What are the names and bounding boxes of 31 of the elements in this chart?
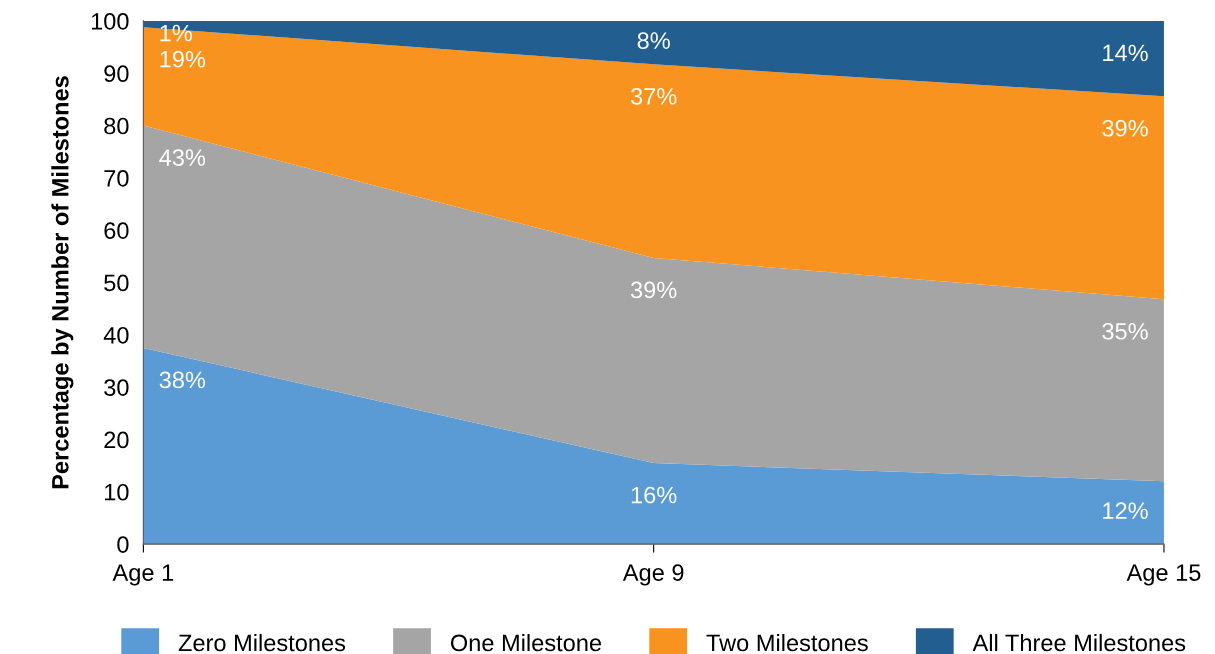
data-label: 43% bbox=[159, 149, 206, 166]
y-tick-label: 50 bbox=[104, 274, 129, 292]
y-tick-label: 0 bbox=[117, 536, 129, 553]
legend-label: One Milestone bbox=[450, 633, 602, 652]
legend-label: Zero Milestones bbox=[178, 633, 346, 652]
x-tick-label: Age 9 bbox=[622, 564, 684, 586]
y-tick-label: 70 bbox=[104, 169, 129, 187]
data-label: 16% bbox=[631, 486, 677, 504]
data-label: 37% bbox=[630, 87, 677, 105]
x-tick-label: Age 15 bbox=[1126, 564, 1201, 586]
y-tick-label: 10 bbox=[105, 483, 129, 501]
y-tick-label: 90 bbox=[104, 65, 129, 83]
data-label: 12% bbox=[1103, 502, 1148, 519]
y-tick-label: 60 bbox=[104, 222, 129, 239]
data-label: 14% bbox=[1103, 44, 1148, 62]
y-tick-label: 20 bbox=[104, 431, 129, 449]
y-tick-label: 30 bbox=[104, 379, 129, 396]
y-axis-title: Percentage by Number of Milestones bbox=[51, 76, 74, 489]
data-label: 35% bbox=[1102, 322, 1148, 340]
data-label: 39% bbox=[1102, 119, 1148, 137]
y-tick-label: 100 bbox=[91, 13, 129, 30]
data-label: 19% bbox=[160, 50, 206, 68]
data-label: 1% bbox=[160, 24, 192, 42]
y-tick-label: 40 bbox=[103, 326, 129, 344]
legend-label: Two Milestones bbox=[706, 633, 868, 652]
data-label: 39% bbox=[630, 281, 677, 299]
x-tick-label: Age 1 bbox=[112, 564, 174, 586]
y-tick-label: 80 bbox=[104, 117, 129, 135]
data-label: 38% bbox=[159, 371, 206, 389]
data-label: 8% bbox=[637, 32, 670, 49]
legend-label: All Three Milestones bbox=[972, 633, 1186, 652]
